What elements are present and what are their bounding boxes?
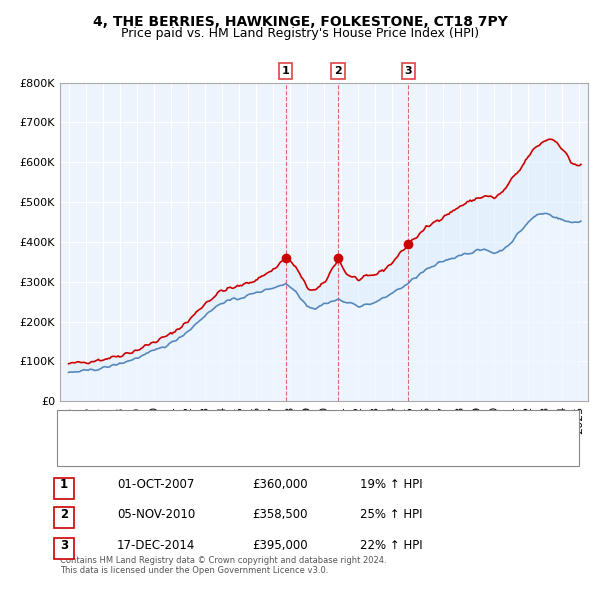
Text: 01-OCT-2007: 01-OCT-2007 [117, 478, 194, 491]
Text: £358,500: £358,500 [252, 507, 308, 521]
Text: 1: 1 [282, 66, 290, 76]
Text: 05-NOV-2010: 05-NOV-2010 [117, 507, 195, 521]
Text: 19% ↑ HPI: 19% ↑ HPI [360, 478, 422, 491]
Text: Contains HM Land Registry data © Crown copyright and database right 2024.
This d: Contains HM Land Registry data © Crown c… [60, 556, 386, 575]
Text: 25% ↑ HPI: 25% ↑ HPI [360, 507, 422, 521]
Text: 2: 2 [334, 66, 342, 76]
Text: 3: 3 [60, 539, 68, 552]
Text: 4, THE BERRIES, HAWKINGE, FOLKESTONE, CT18 7PY: 4, THE BERRIES, HAWKINGE, FOLKESTONE, CT… [92, 15, 508, 29]
Text: 22% ↑ HPI: 22% ↑ HPI [360, 539, 422, 552]
Text: 2: 2 [60, 507, 68, 521]
Text: 1: 1 [60, 478, 68, 491]
Text: £360,000: £360,000 [252, 478, 308, 491]
Text: Price paid vs. HM Land Registry's House Price Index (HPI): Price paid vs. HM Land Registry's House … [121, 27, 479, 40]
Text: £395,000: £395,000 [252, 539, 308, 552]
Text: 3: 3 [404, 66, 412, 76]
Text: 4, THE BERRIES, HAWKINGE, FOLKESTONE, CT18 7PY (detached house): 4, THE BERRIES, HAWKINGE, FOLKESTONE, CT… [96, 423, 466, 433]
Text: 17-DEC-2014: 17-DEC-2014 [117, 539, 196, 552]
Text: HPI: Average price, detached house, Folkestone and Hythe: HPI: Average price, detached house, Folk… [96, 444, 402, 454]
